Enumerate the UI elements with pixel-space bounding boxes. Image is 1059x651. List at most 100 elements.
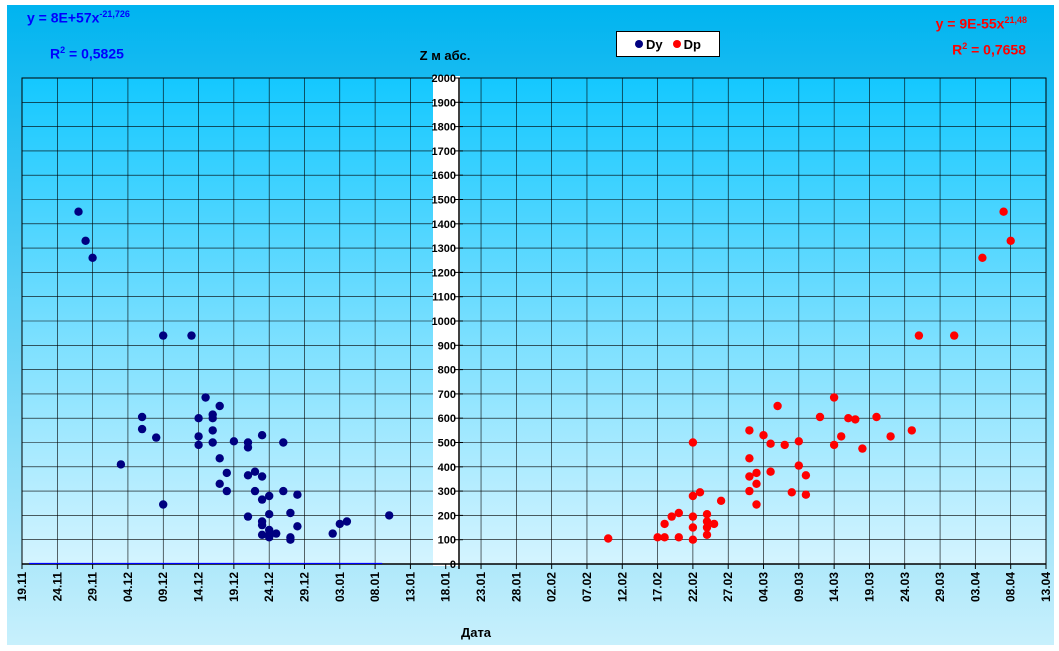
data-point-dy [137, 412, 147, 422]
y-tick-label: 500 [438, 438, 456, 450]
y-tick-label: 1400 [432, 219, 456, 231]
y-tick-label: 1900 [432, 97, 456, 109]
y-tick-label: 1800 [432, 122, 456, 134]
data-point-dp [702, 523, 712, 532]
data-point-dp [759, 431, 768, 440]
data-point-dy [257, 530, 267, 539]
x-tick-label: 27.02 [721, 572, 735, 602]
x-tick-label: 18.01 [439, 572, 453, 602]
x-tick-label: 28.01 [509, 572, 523, 602]
y-axis-title: Z м абс. [420, 48, 471, 63]
data-point-dy [215, 454, 224, 463]
data-point-dp [667, 512, 676, 521]
data-point-dy [250, 486, 260, 496]
data-point-dy [159, 331, 168, 340]
y-tick-label: 2000 [432, 73, 456, 85]
x-tick-label: 29.03 [933, 572, 947, 602]
data-point-dp [688, 491, 698, 501]
x-tick-label: 29.12 [297, 572, 311, 602]
data-point-dy [257, 472, 267, 481]
y-tick-label: 1200 [432, 267, 456, 279]
x-tick-label: 04.12 [121, 572, 135, 602]
y-tick-label: 100 [438, 535, 456, 547]
data-point-dp [858, 444, 867, 453]
right-r2-label: R2 = 0,7658 [952, 41, 1026, 58]
data-point-dp [674, 508, 683, 518]
x-tick-label: 19.03 [862, 572, 876, 602]
chart-legend: Dy Dp [616, 31, 720, 57]
data-point-dy [243, 443, 253, 452]
data-point-dp [752, 479, 761, 488]
y-tick-label: 800 [438, 365, 456, 377]
x-tick-label: 13.01 [403, 572, 417, 602]
data-point-dy [88, 253, 97, 262]
legend-item-dp: Dp [672, 37, 701, 52]
x-tick-label: 19.12 [227, 572, 241, 602]
legend-label-dy: Dy [646, 36, 663, 52]
data-point-dp [752, 500, 761, 509]
data-point-dy [222, 468, 231, 478]
x-axis-title: Дата [461, 625, 492, 640]
y-tick-label: 900 [438, 340, 456, 352]
data-point-dp [702, 510, 712, 519]
data-point-dy [335, 519, 344, 529]
x-tick-label: 24.03 [898, 572, 912, 602]
data-point-dp [851, 415, 860, 424]
data-point-dp [999, 207, 1008, 216]
x-tick-label: 07.02 [580, 572, 594, 602]
data-point-dp [978, 253, 987, 262]
data-point-dp [702, 530, 712, 539]
series-dp [604, 207, 1015, 544]
data-point-dy [250, 467, 260, 476]
x-tick-label: 09.12 [156, 572, 170, 602]
data-point-dy [385, 511, 394, 520]
y-tick-label: 300 [438, 486, 456, 498]
data-point-dy [272, 529, 281, 538]
x-tick-label: 14.12 [192, 572, 206, 602]
data-point-dy [208, 438, 217, 447]
data-point-dy [265, 533, 274, 542]
data-point-dy [243, 512, 253, 521]
data-point-dp [688, 512, 698, 521]
legend-marker-dy [635, 40, 644, 48]
y-tick-label: 1500 [432, 195, 456, 207]
data-point-dy [208, 414, 217, 423]
data-point-dp [829, 440, 839, 450]
data-point-dy [222, 486, 231, 496]
data-point-dy [229, 437, 239, 446]
data-point-dp [745, 486, 754, 496]
data-point-dp [766, 439, 775, 448]
y-tick-label: 1600 [432, 170, 456, 182]
x-tick-label: 03.01 [333, 572, 347, 602]
data-point-dy [159, 500, 168, 509]
data-point-dp [674, 533, 683, 542]
x-tick-label: 17.02 [651, 572, 665, 602]
data-point-dy [342, 517, 352, 526]
data-point-dy [215, 401, 224, 411]
data-point-dp [660, 533, 669, 542]
y-tick-label: 1700 [432, 146, 456, 158]
data-point-dp [773, 401, 782, 411]
data-point-dy [187, 331, 196, 340]
legend-item-dy: Dy [635, 37, 663, 52]
y-tick-label: 400 [438, 462, 456, 474]
data-point-dp [794, 437, 803, 446]
x-tick-label: 09.03 [792, 572, 806, 602]
data-point-dp [794, 461, 803, 470]
x-tick-label: 22.02 [686, 572, 700, 602]
data-point-dp [702, 517, 712, 526]
y-tick-label: 200 [438, 510, 456, 522]
data-point-dy [194, 414, 203, 423]
y-tick-label: 1000 [432, 316, 456, 328]
data-point-dp [801, 471, 811, 480]
data-point-dy [201, 393, 210, 402]
x-tick-label: 14.03 [827, 572, 841, 602]
data-point-dp [745, 426, 754, 435]
gridlines [21, 77, 1047, 565]
y-tick-label: 700 [438, 389, 456, 401]
data-point-dp [950, 331, 959, 340]
data-point-dp [837, 432, 846, 441]
data-point-dy [194, 432, 203, 441]
left-r2-label: R2 = 0,5825 [50, 45, 124, 62]
x-tick-label: 23.01 [474, 572, 488, 602]
